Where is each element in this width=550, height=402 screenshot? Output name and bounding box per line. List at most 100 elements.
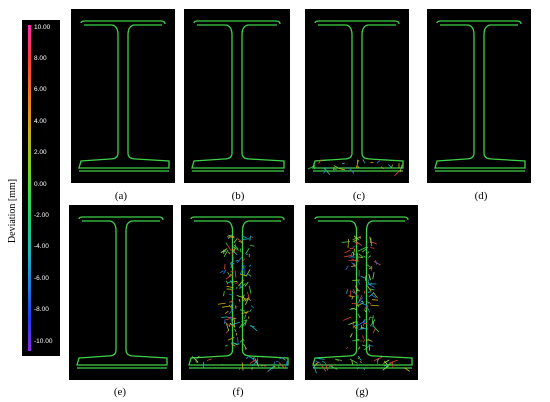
noise-mark [223,318,226,324]
noise-mark [231,324,235,327]
noise-mark [220,363,223,366]
noise-mark [230,301,233,304]
noise-mark [369,319,376,327]
noise-mark [224,249,227,252]
noise-mark [230,343,236,347]
noise-mark [348,256,353,258]
noise-mark [228,234,235,238]
noise-mark [343,255,352,258]
noise-mark [241,362,244,371]
noise-mark [238,279,244,287]
noise-mark [245,248,250,255]
noise-mark [362,335,364,340]
noise-mark [225,242,229,246]
noise-mark [241,235,244,238]
noise-mark [356,297,364,305]
noise-mark [366,251,370,255]
scale-tick: -8.00 [34,306,49,313]
noise-mark [248,264,252,267]
noise-mark [346,289,348,294]
noise-mark [357,355,362,361]
noise-mark [351,360,354,365]
noise-mark [351,253,353,257]
noise-mark [239,309,246,312]
noise-mark [344,249,351,254]
scale-tick: -6.00 [34,275,49,282]
noise-mark [228,304,232,308]
noise-mark [384,360,388,365]
noise-mark [357,313,361,319]
noise-mark [373,261,381,266]
noise-mark [239,284,241,290]
noise-mark [367,291,371,293]
noise-mark [352,288,357,296]
scale-tick: 4.00 [34,118,47,125]
noise-mark [348,321,357,325]
noise-mark [246,253,249,256]
noise-mark [358,328,362,330]
noise-mark [223,291,225,297]
noise-mark [228,309,234,314]
noise-mark [320,363,327,372]
profile-svg [76,216,168,369]
noise-mark [370,247,375,249]
noise-mark [240,283,246,289]
noise-mark [367,301,370,304]
noise-mark [366,338,370,341]
profile-outline [78,20,170,172]
noise-mark [360,324,363,330]
noise-mark [348,166,354,173]
noise-mark [364,275,367,281]
noise-mark [224,321,230,326]
panel-caption: (e) [113,386,127,398]
panel [427,9,531,183]
noise-mark [241,238,250,240]
noise-mark [239,273,247,277]
noise-mark [241,338,245,341]
panel [69,205,173,380]
noise-mark [362,246,369,253]
noise-mark [231,318,237,320]
noise-mark [358,295,363,302]
noise-mark [236,256,243,264]
noise-mark [242,298,247,302]
noise-mark [244,281,249,287]
noise-mark [349,358,358,364]
noise-mark [357,366,359,370]
color-scale-gradient [28,25,31,351]
noise-mark [360,302,369,307]
noise-mark [243,236,247,239]
noise-mark [323,168,331,175]
noise-mark [373,326,380,333]
noise-mark [250,305,254,309]
noise-mark [231,252,234,256]
noise-mark [352,339,357,342]
noise-mark [206,358,212,361]
noise-mark [357,321,365,326]
noise-mark [224,263,226,270]
profile-svg [78,20,170,172]
noise-mark [230,280,234,286]
noise-mark [352,245,355,249]
noise-mark [376,358,380,362]
noise-mark [362,159,366,164]
noise-mark [241,321,247,328]
noise-mark [238,240,244,244]
noise-mark [275,360,279,363]
noise-mark [352,248,355,257]
noise-mark [232,247,236,254]
noise-mark [351,302,358,305]
noise-mark [334,358,342,361]
noise-mark [250,324,258,332]
noise-mark [375,259,377,265]
noise-mark [267,366,274,373]
noise-mark [353,262,357,268]
noise-mark [403,367,411,372]
noise-mark [313,163,316,170]
noise-mark [353,235,360,241]
noise-mark [227,271,230,275]
noise-mark [358,256,364,259]
noise-mark [383,359,390,364]
noise-mark [234,328,237,332]
noise-mark [329,365,333,367]
